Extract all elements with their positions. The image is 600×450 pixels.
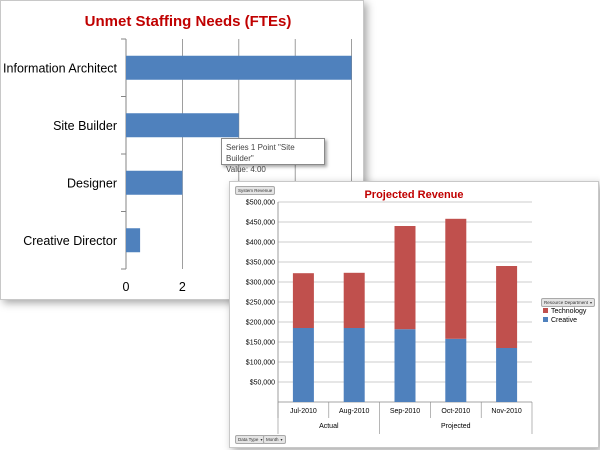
revenue-y-tick-label: $450,000 (246, 220, 275, 227)
revenue-bar-technology[interactable] (445, 218, 467, 339)
staffing-x-tick-label: 2 (179, 280, 186, 294)
revenue-y-tick-label: $100,000 (246, 360, 275, 367)
revenue-y-tick-label: $50,000 (250, 380, 275, 387)
revenue-bar-technology[interactable] (496, 266, 518, 348)
revenue-chart: Projected Revenue $50,000 $100,000 $150,00… (246, 189, 587, 434)
staffing-category-label: Information Architect (3, 61, 117, 75)
revenue-bar-creative[interactable] (496, 348, 518, 402)
revenue-bar-creative[interactable] (394, 329, 416, 402)
legend-label-technology: Technology (551, 308, 587, 315)
revenue-y-tick-label: $200,000 (246, 320, 275, 327)
revenue-x-tick-label: Oct-2010 (441, 408, 470, 415)
revenue-y-tick-label: $150,000 (246, 340, 275, 347)
dropdown-arrow-icon: ▾ (280, 437, 283, 442)
bar-tooltip: Series 1 Point "Site Builder" Value: 4.0… (221, 138, 325, 174)
values-field-button[interactable]: System Revenue (235, 186, 276, 195)
values-field-label: System Revenue (238, 188, 273, 193)
revenue-group-label: Actual (319, 423, 339, 430)
revenue-bar-creative[interactable] (292, 328, 314, 402)
tooltip-value-label: Value: 4.00 (226, 165, 266, 174)
staffing-x-tick-label: 0 (123, 280, 130, 294)
staffing-bar[interactable] (126, 228, 141, 253)
dropdown-arrow-icon: ▾ (260, 437, 263, 442)
tooltip-point-label: Series 1 Point "Site Builder" (226, 143, 295, 163)
dropdown-arrow-icon: ▾ (590, 300, 593, 305)
revenue-x-tick-label: Nov-2010 (491, 408, 521, 415)
revenue-group-label: Projected (441, 423, 471, 430)
legend-label-creative: Creative (551, 317, 577, 324)
staffing-chart-title: Unmet Staffing Needs (FTEs) (85, 13, 292, 30)
revenue-y-tick-label: $500,000 (246, 200, 275, 207)
revenue-bar-technology[interactable] (394, 226, 416, 330)
revenue-bar-creative[interactable] (445, 338, 467, 402)
legend-swatch-technology (543, 308, 548, 313)
staffing-category-label: Designer (67, 176, 117, 190)
axis-field-button-data-type[interactable]: Data Type ▾ (235, 435, 266, 444)
revenue-y-tick-label: $300,000 (246, 280, 275, 287)
legend-field-label: Resource Department (544, 300, 589, 305)
legend-swatch-creative (543, 317, 548, 322)
revenue-x-tick-label: Sep-2010 (390, 408, 420, 415)
revenue-bar-technology[interactable] (292, 273, 314, 328)
staffing-category-label: Creative Director (23, 234, 117, 248)
legend-field-button[interactable]: Resource Department ▾ (541, 298, 596, 307)
revenue-bar-technology[interactable] (343, 272, 365, 328)
revenue-x-tick-label: Aug-2010 (339, 408, 369, 415)
revenue-y-tick-label: $350,000 (246, 260, 275, 267)
revenue-bar-creative[interactable] (343, 328, 365, 402)
staffing-chart: Unmet Staffing Needs (FTEs) Information … (3, 13, 353, 294)
staffing-category-label: Site Builder (53, 119, 117, 133)
revenue-chart-title: Projected Revenue (364, 189, 463, 201)
staffing-chart-card: Unmet Staffing Needs (FTEs) Information … (0, 0, 364, 300)
revenue-chart-card: Projected Revenue $50,000 $100,000 $150,00… (229, 181, 599, 448)
axis-field-label-data-type: Data Type (238, 437, 259, 442)
staffing-bar[interactable] (126, 113, 239, 138)
axis-field-label-month: Month (266, 437, 279, 442)
revenue-y-tick-label: $400,000 (246, 240, 275, 247)
staffing-bar[interactable] (126, 170, 183, 195)
revenue-x-tick-label: Jul-2010 (290, 408, 317, 415)
staffing-bar[interactable] (126, 55, 352, 80)
axis-field-button-month[interactable]: Month ▾ (263, 435, 286, 444)
revenue-y-tick-label: $250,000 (246, 300, 275, 307)
